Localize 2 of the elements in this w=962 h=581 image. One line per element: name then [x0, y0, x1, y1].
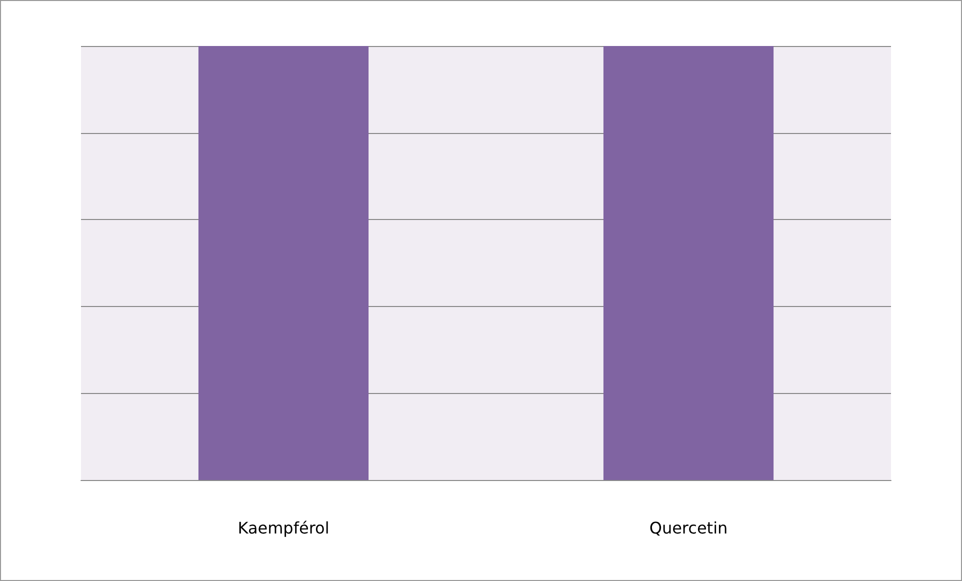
- x-tick-label: Quercetin: [649, 518, 728, 538]
- x-tick-label: Kaempférol: [238, 518, 330, 538]
